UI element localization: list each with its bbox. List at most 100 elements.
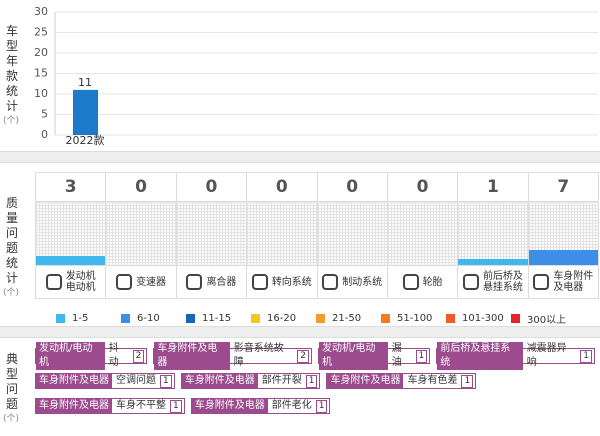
count: 0 — [317, 173, 387, 202]
tag-count: 1 — [170, 399, 182, 413]
tag-category: 前后桥及悬挂系统 — [437, 342, 523, 370]
icon — [251, 274, 268, 290]
legend-swatch — [251, 314, 260, 323]
problem-tag: 发动机/电动机 抖动 2 — [35, 342, 148, 370]
legend-item: 11-15 — [186, 311, 251, 326]
name-text: 轮胎 — [422, 276, 443, 288]
y-tick-label: 15 — [34, 67, 48, 80]
y-tick-label: 5 — [41, 108, 48, 121]
label: 车型年款统计 — [5, 24, 18, 113]
column-name: 车身附件 及电器 — [528, 265, 598, 298]
legend-text: 11-15 — [202, 313, 232, 324]
count: 1 — [458, 173, 528, 202]
name-text: 车身附件 及电器 — [553, 271, 594, 293]
legend-item: 101-300 — [446, 311, 511, 326]
column-name: 变速器 — [106, 265, 176, 298]
unit: (个) — [2, 414, 20, 424]
problem-tag: 车身附件及电器 空调问题 1 — [35, 373, 175, 389]
icon — [402, 274, 419, 290]
hatch-area — [317, 202, 387, 265]
tag-problem: 漏油 — [391, 343, 402, 368]
problem-tag: 车身附件及电器 车身有色差 1 — [326, 373, 477, 389]
column-name: 轮胎 — [387, 265, 458, 298]
column-name: 前后桥及 悬挂系统 — [458, 265, 528, 298]
x-tick-label: 2022款 — [66, 133, 105, 147]
tag-problem: 抖动 — [108, 343, 119, 368]
legend-text: 6-10 — [137, 313, 160, 324]
tag-count: 1 — [580, 349, 592, 363]
hatch-area — [247, 202, 317, 265]
tag-row: 发动机/电动机 抖动 2 车身附件及电器 影音系统故障 2 发动机/电动机 漏油 1 前后桥及悬挂… — [35, 342, 595, 370]
tag-problem: 空调问题 — [116, 375, 156, 386]
legend-text: 51-100 — [397, 313, 433, 324]
legend-swatch — [381, 314, 390, 323]
legend-item: 1-5 — [56, 311, 121, 326]
unit: (个) — [2, 116, 20, 126]
legend-item: 51-100 — [381, 311, 446, 326]
tag-row: 车身附件及电器 空调问题 1 车身附件及电器 部件开裂 1 车身附件及电器 车身有色差 1 — [35, 373, 595, 389]
typical-label: 典型问题 (个) — [2, 352, 20, 427]
legend-text: 21-50 — [332, 313, 362, 324]
count: 3 — [36, 173, 106, 202]
column-name: 发动机 电动机 — [36, 265, 106, 298]
year-axis-label: 车型年款统计 (个) — [2, 24, 20, 129]
column-name: 转向系统 — [247, 265, 317, 298]
tag-count: 1 — [315, 399, 328, 413]
count: 0 — [176, 173, 247, 202]
count: 0 — [106, 173, 176, 202]
tag-category: 发动机/电动机 — [36, 342, 105, 370]
hatch-area — [387, 202, 458, 265]
tag-count: 2 — [297, 349, 309, 363]
count: 0 — [247, 173, 317, 202]
legend-item: 16-20 — [251, 311, 316, 326]
tag-problem: 影音系统故障 — [233, 343, 284, 368]
quality-column: 0 制动系统 — [317, 173, 388, 298]
value-label: 11 — [78, 76, 92, 89]
legend-swatch — [56, 314, 65, 323]
column-name: 制动系统 — [317, 265, 387, 298]
icon — [116, 274, 133, 290]
legend-swatch — [186, 314, 195, 323]
count: 0 — [387, 173, 458, 202]
name-text: 前后桥及 悬挂系统 — [482, 271, 523, 293]
name-text: 制动系统 — [342, 276, 383, 288]
problem-tag: 车身附件及电器 部件开裂 1 — [180, 373, 321, 389]
problem-tag: 车身附件及电器 部件老化 1 — [190, 398, 331, 414]
icon — [533, 274, 550, 290]
legend: 1-5 6-10 11-15 16-20 21-50 51-100 101-300 300以上 — [56, 311, 576, 326]
quality-bar — [458, 259, 528, 265]
quality-bar — [36, 256, 106, 265]
tag-count: 1 — [305, 374, 318, 388]
hatch-area — [458, 202, 528, 265]
unit: (个) — [2, 288, 20, 298]
problem-tag: 车身附件及电器 影音系统故障 2 — [153, 342, 312, 370]
tag-category: 车身附件及电器 — [181, 374, 258, 388]
quality-column: 0 轮胎 — [387, 173, 459, 298]
icon — [462, 274, 479, 290]
label: 质量问题统计 — [5, 196, 18, 285]
quality-column: 0 变速器 — [106, 173, 177, 298]
quality-grid: 3 发动机 电动机 0 变速器 0 离合器 0 转向系统 0 制动系统 0 轮胎 1 前后桥及 悬挂系统 7… — [35, 172, 599, 299]
bar — [73, 89, 98, 135]
legend-text: 300以上 — [527, 315, 567, 326]
tag-count: 1 — [461, 374, 474, 388]
quality-label: 质量问题统计 (个) — [2, 196, 20, 301]
tag-category: 车身附件及电器 — [154, 342, 230, 370]
icon — [186, 274, 203, 290]
hatch-area — [36, 202, 106, 265]
tag-category: 车身附件及电器 — [191, 399, 268, 413]
name-text: 离合器 — [206, 276, 237, 288]
separator — [0, 326, 600, 338]
legend-item: 21-50 — [316, 311, 381, 326]
legend-text: 16-20 — [267, 313, 297, 324]
tag-row: 车身附件及电器 车身不平整 1 车身附件及电器 部件老化 1 — [35, 398, 595, 414]
problem-tag: 车身附件及电器 车身不平整 1 — [35, 398, 185, 414]
quality-column: 7 车身附件 及电器 — [528, 173, 598, 298]
tag-count: 1 — [415, 349, 428, 363]
legend-text: 1-5 — [72, 313, 89, 324]
separator — [0, 151, 600, 163]
y-tick-label: 30 — [34, 5, 48, 18]
tag-category: 车身附件及电器 — [36, 374, 112, 388]
name-text: 变速器 — [136, 276, 167, 288]
y-tick-label: 10 — [34, 87, 48, 100]
